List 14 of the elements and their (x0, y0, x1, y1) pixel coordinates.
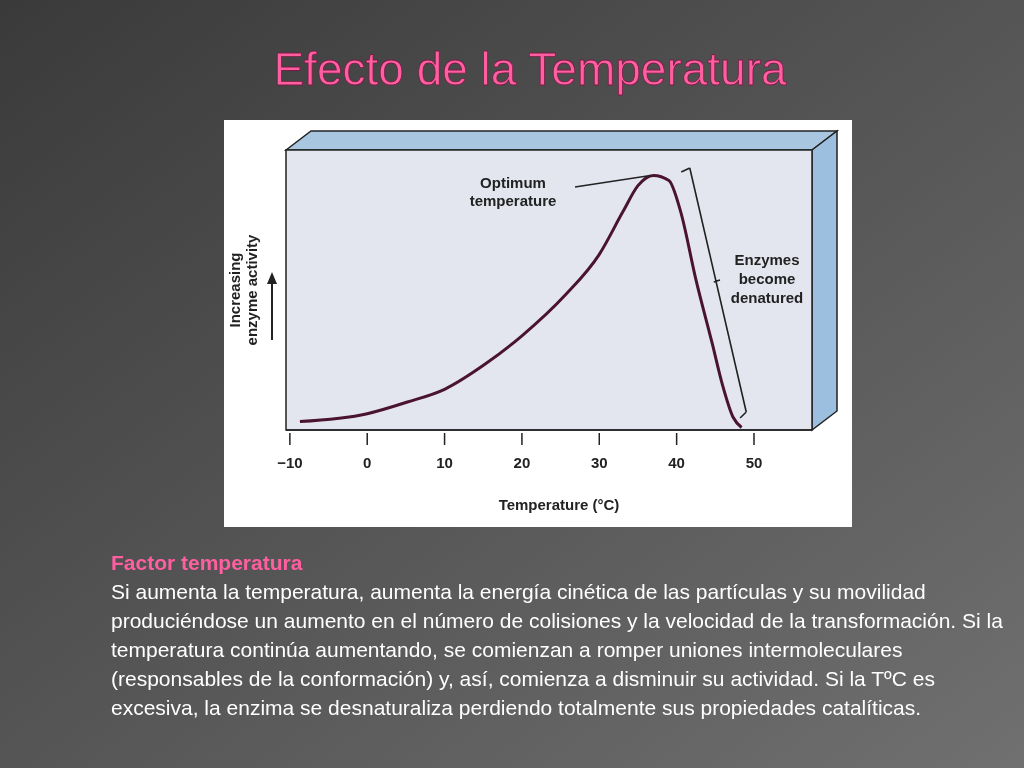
chart-title: Efecto de la Temperatura (273, 43, 787, 95)
y-axis-title: Increasing enzyme activity (226, 233, 260, 346)
x-tick-label: 30 (590, 454, 608, 471)
x-tick-label: −10 (277, 454, 303, 471)
annotation: Enzymes become denatured (730, 251, 804, 306)
x-tick-label: 20 (513, 454, 531, 471)
x-tick-label: 40 (668, 454, 685, 471)
x-axis-title: Temperature (°C) (498, 496, 620, 513)
text: Factor temperatura (111, 551, 303, 574)
x-tick-label: 50 (745, 454, 763, 471)
x-tick-label: 0 (363, 454, 372, 471)
annotation: Optimum temperature (469, 174, 557, 209)
text: Si aumenta la temperatura, aumenta la energía cinética de las partículas y su movilidad produciéndose un aumento en el número de colisiones y la velocidad de la transformación. Si la temperatura continúa aumentando, se comienzan a romper uniones intermoleculares (responsables de la conformación) y, así, comienza a disminuir su actividad. Si la TºC es excesiva, la enzima se desnaturaliza perdiendo totalmente sus propiedades catalíticas. (111, 580, 1004, 719)
x-tick-label: 10 (436, 454, 453, 471)
